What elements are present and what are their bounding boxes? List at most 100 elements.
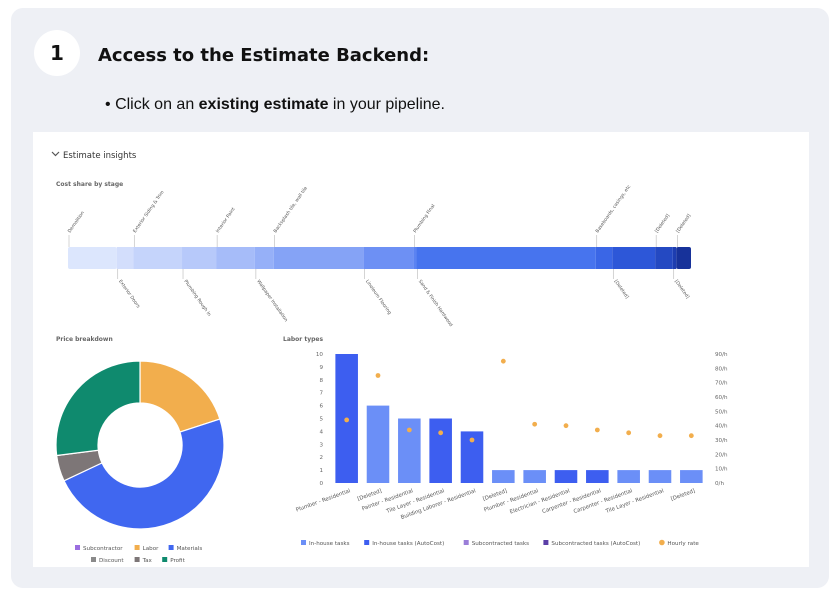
y-tick-label: 7 bbox=[319, 391, 323, 397]
x-tick-label: [Deleted] bbox=[670, 488, 696, 502]
cost-segment-label: Baseboards, casings, etc bbox=[595, 184, 633, 235]
labor-bar[interactable] bbox=[523, 470, 546, 483]
y-tick-label: 6 bbox=[319, 404, 323, 410]
instruction-highlight: existing estimate bbox=[198, 96, 329, 113]
step-number-badge: 1 bbox=[34, 30, 80, 76]
y-tick-label: 1 bbox=[319, 468, 323, 474]
labor-bar[interactable] bbox=[492, 470, 515, 483]
legend-swatch bbox=[134, 545, 140, 550]
labor-bar[interactable] bbox=[554, 470, 578, 483]
y2-tick-label: 90/h bbox=[715, 352, 728, 358]
cost-segment[interactable] bbox=[216, 247, 255, 269]
hourly-rate-point[interactable] bbox=[626, 430, 632, 436]
cost-segment[interactable] bbox=[672, 247, 677, 269]
labor-types-legend: In-house tasks In-house tasks (AutoCost) S… bbox=[301, 539, 699, 547]
y-tick-label: 10 bbox=[316, 352, 324, 358]
x-tick-label: Plumber - Residential bbox=[295, 488, 351, 513]
legend-label: Subcontractor bbox=[83, 546, 123, 552]
instruction-suffix: in your pipeline. bbox=[328, 96, 445, 113]
cost-segment[interactable] bbox=[655, 247, 673, 269]
hourly-rate-point[interactable] bbox=[657, 433, 663, 439]
chevron-down-icon[interactable] bbox=[51, 151, 60, 157]
y2-tick-label: 50/h bbox=[715, 409, 728, 415]
cost-segment[interactable] bbox=[612, 247, 656, 269]
y2-tick-label: 70/h bbox=[715, 381, 728, 387]
legend-swatch bbox=[463, 540, 469, 545]
y2-tick-label: 80/h bbox=[715, 366, 728, 372]
legend-swatch bbox=[162, 557, 168, 562]
cost-segment[interactable] bbox=[416, 247, 596, 269]
legend-label: Tax bbox=[142, 558, 153, 564]
cost-segment-label: Demolition bbox=[67, 210, 86, 234]
legend-label: Hourly rate bbox=[667, 541, 699, 547]
labor-bar[interactable] bbox=[460, 431, 484, 483]
price-breakdown-legend: Subcontractor Labor Materials Discount Tax Pr… bbox=[75, 545, 202, 564]
legend-swatch bbox=[91, 557, 96, 562]
y2-tick-label: 30/h bbox=[715, 438, 728, 444]
cost-segment-label: Sand & Finish Hardwood bbox=[417, 279, 454, 328]
legend-swatch bbox=[301, 540, 306, 545]
y2-tick-label: 40/h bbox=[715, 424, 728, 430]
y-tick-label: 5 bbox=[319, 417, 323, 423]
cost-segment[interactable] bbox=[676, 247, 691, 269]
legend-label: Subcontracted tasks bbox=[472, 541, 529, 547]
hourly-rate-point[interactable] bbox=[406, 427, 412, 433]
cost-segment[interactable] bbox=[133, 247, 183, 269]
instruction-prefix: Click on an bbox=[115, 96, 199, 113]
labor-bar[interactable] bbox=[617, 470, 640, 483]
cost-segment-label: Backsplash tile, wall tile bbox=[272, 185, 309, 234]
legend-swatch bbox=[168, 545, 174, 550]
legend-label: Labor bbox=[143, 546, 160, 552]
price-breakdown-donut bbox=[55, 360, 225, 530]
cost-segment-label: Exterior Siding & Trim bbox=[132, 189, 166, 234]
y-tick-label: 9 bbox=[319, 365, 323, 371]
cost-segment[interactable] bbox=[595, 247, 613, 269]
cost-segment[interactable] bbox=[413, 247, 417, 269]
legend-label: Profit bbox=[170, 558, 185, 564]
cost-segment[interactable] bbox=[182, 247, 217, 269]
step-title: Access to the Estimate Backend: bbox=[98, 45, 430, 66]
legend-swatch bbox=[134, 557, 140, 562]
cost-segment-label: Interior Paint bbox=[215, 206, 237, 234]
donut-slice[interactable] bbox=[55, 360, 141, 457]
estimate-insights-screenshot: Estimate insights Cost share by stage De… bbox=[33, 132, 809, 567]
cost-segment[interactable] bbox=[68, 247, 117, 269]
insights-header-label: Estimate insights bbox=[63, 151, 137, 161]
y2-tick-label: 0/h bbox=[715, 481, 724, 487]
cost-segment-label: [Deleted] bbox=[673, 279, 690, 300]
cost-segment[interactable] bbox=[363, 247, 414, 269]
cost-segment-label: Plumbing Final bbox=[412, 203, 436, 234]
donut-slice[interactable] bbox=[139, 360, 221, 433]
legend-swatch bbox=[75, 545, 80, 550]
hourly-rate-point[interactable] bbox=[375, 373, 381, 378]
legend-label: Discount bbox=[99, 558, 124, 564]
labor-bar[interactable] bbox=[366, 405, 390, 483]
labor-bar[interactable] bbox=[648, 470, 672, 483]
hourly-rate-point[interactable] bbox=[532, 421, 538, 427]
labor-bar[interactable] bbox=[680, 470, 703, 483]
insights-header[interactable]: Estimate insights bbox=[51, 151, 137, 161]
hourly-rate-point[interactable] bbox=[688, 433, 694, 439]
cost-segment[interactable] bbox=[273, 247, 364, 269]
hourly-rate-point[interactable] bbox=[344, 417, 350, 423]
hourly-rate-point[interactable] bbox=[500, 358, 506, 364]
hourly-rate-point[interactable] bbox=[469, 437, 475, 443]
legend-swatch bbox=[543, 540, 549, 545]
cost-segment[interactable] bbox=[254, 247, 274, 269]
legend-label: In-house tasks (AutoCost) bbox=[372, 541, 444, 547]
legend-swatch bbox=[364, 540, 370, 545]
hourly-rate-point[interactable] bbox=[594, 427, 600, 433]
labor-types-chart: 0 1 2 3 4 5 6 7 8 9 10 0/h 10/h 20/h 30/h 40/h 50/h 60/h 7… bbox=[295, 352, 728, 521]
donut-slice[interactable] bbox=[63, 418, 225, 530]
labor-bar[interactable] bbox=[586, 470, 609, 483]
hourly-rate-point[interactable] bbox=[438, 430, 444, 436]
y-tick-label: 4 bbox=[319, 429, 323, 435]
labor-bar[interactable] bbox=[398, 418, 421, 484]
cost-share-bar: Demolition Exterior Doors Exterior Siding … bbox=[67, 184, 693, 328]
legend-swatch bbox=[659, 539, 665, 546]
hourly-rate-point[interactable] bbox=[563, 423, 569, 429]
y-tick-label: 0 bbox=[319, 481, 323, 487]
cost-segment[interactable] bbox=[116, 247, 134, 269]
labor-bar[interactable] bbox=[429, 418, 452, 484]
y-tick-label: 3 bbox=[319, 442, 323, 448]
